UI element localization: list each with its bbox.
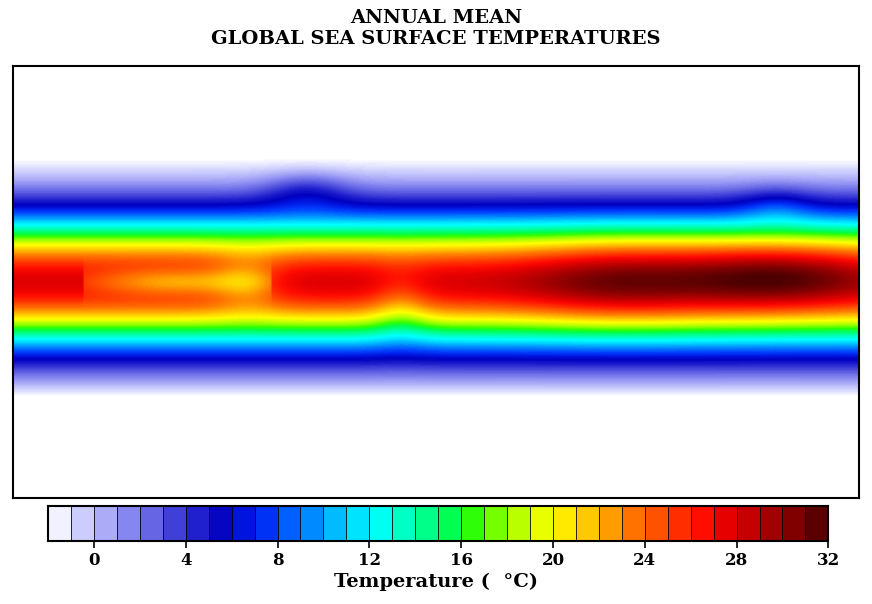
Bar	[507, 506, 530, 541]
Bar	[806, 506, 828, 541]
Bar	[713, 506, 737, 541]
Bar	[737, 506, 760, 541]
Bar	[461, 506, 484, 541]
Bar	[530, 506, 553, 541]
Text: ANNUAL MEAN: ANNUAL MEAN	[350, 9, 522, 27]
Bar	[186, 506, 208, 541]
Bar	[484, 506, 507, 541]
Bar	[599, 506, 622, 541]
Bar	[668, 506, 691, 541]
Bar	[208, 506, 232, 541]
Bar	[324, 506, 346, 541]
Bar	[140, 506, 163, 541]
Bar	[346, 506, 370, 541]
Bar	[392, 506, 415, 541]
Bar	[163, 506, 186, 541]
Bar	[94, 506, 117, 541]
Bar	[370, 506, 392, 541]
Bar	[644, 506, 668, 541]
Text: Temperature (  °C): Temperature ( °C)	[334, 573, 538, 591]
Bar	[691, 506, 713, 541]
Bar	[71, 506, 94, 541]
Bar	[782, 506, 806, 541]
Bar	[117, 506, 140, 541]
Bar	[553, 506, 576, 541]
Bar	[576, 506, 599, 541]
Bar	[277, 506, 301, 541]
Bar	[415, 506, 439, 541]
Bar	[301, 506, 324, 541]
Bar	[232, 506, 255, 541]
Bar	[439, 506, 461, 541]
Bar	[255, 506, 277, 541]
Bar	[48, 506, 71, 541]
Text: GLOBAL SEA SURFACE TEMPERATURES: GLOBAL SEA SURFACE TEMPERATURES	[211, 30, 661, 48]
Bar	[622, 506, 644, 541]
Bar	[760, 506, 782, 541]
